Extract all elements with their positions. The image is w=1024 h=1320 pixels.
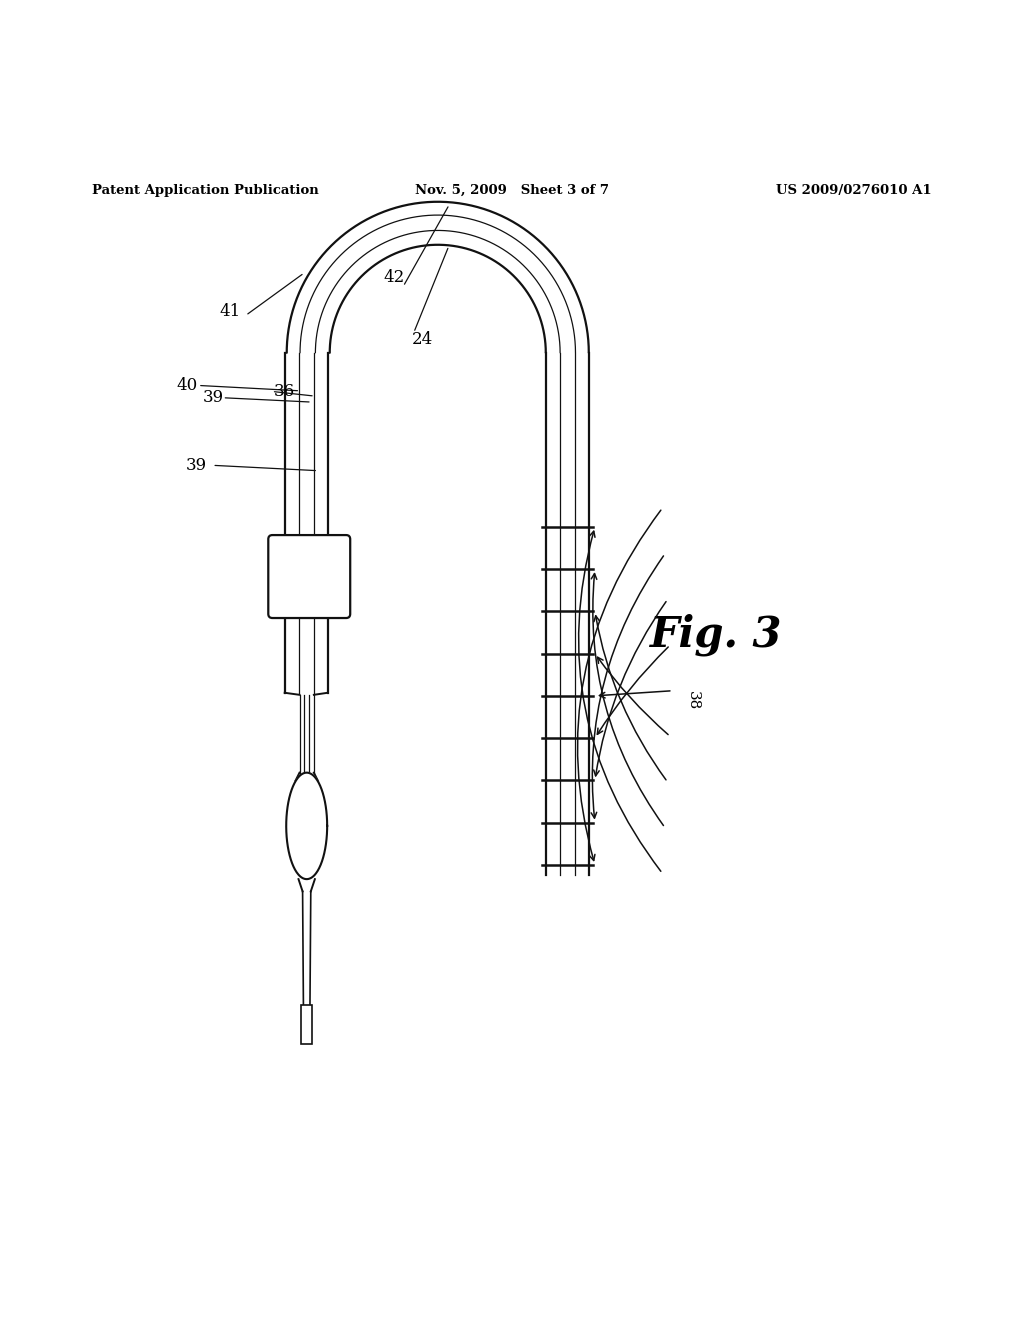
Text: Patent Application Publication: Patent Application Publication bbox=[92, 183, 318, 197]
Polygon shape bbox=[287, 772, 327, 879]
Text: 39: 39 bbox=[186, 457, 207, 474]
Text: 38: 38 bbox=[686, 692, 700, 710]
Text: Nov. 5, 2009   Sheet 3 of 7: Nov. 5, 2009 Sheet 3 of 7 bbox=[415, 183, 609, 197]
Text: 42: 42 bbox=[384, 268, 404, 285]
Text: 39: 39 bbox=[203, 389, 223, 407]
Text: Fig. 3: Fig. 3 bbox=[650, 614, 782, 656]
Bar bbox=[301, 1005, 312, 1044]
Text: 41: 41 bbox=[220, 304, 241, 321]
Text: US 2009/0276010 A1: US 2009/0276010 A1 bbox=[776, 183, 932, 197]
FancyBboxPatch shape bbox=[268, 535, 350, 618]
Text: 36: 36 bbox=[274, 383, 295, 400]
Text: 40: 40 bbox=[177, 378, 198, 395]
Text: 24: 24 bbox=[413, 331, 433, 348]
